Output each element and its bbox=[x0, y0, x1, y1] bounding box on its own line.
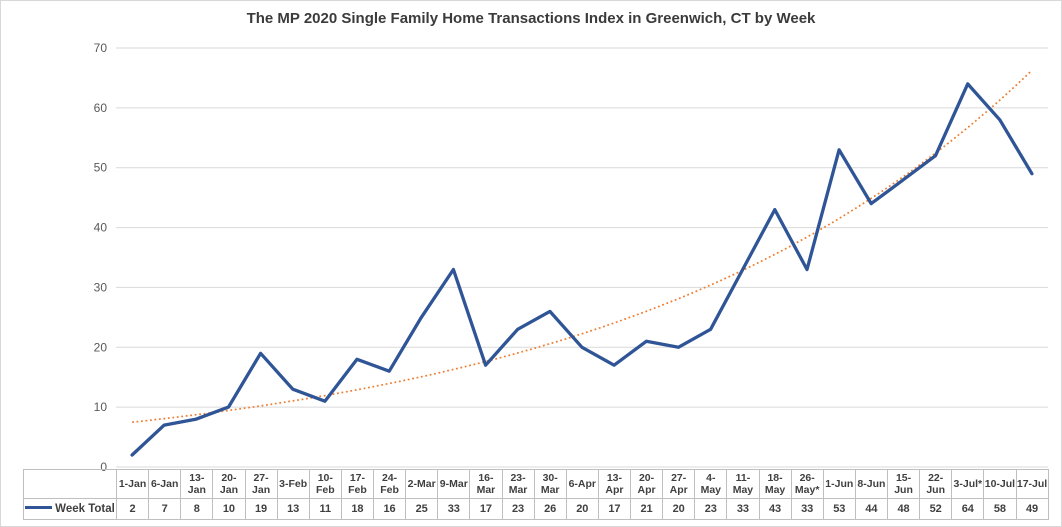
week-header-cell: 3-Feb bbox=[276, 469, 310, 499]
week-total-value-cell: 13 bbox=[276, 498, 310, 520]
week-total-value-cell: 7 bbox=[148, 498, 182, 520]
y-axis-tick-label: 10 bbox=[94, 400, 108, 414]
week-header-cell: 2-Mar bbox=[405, 469, 439, 499]
table-value-row: Week Total 2 7 8 10 19 13 11 18 16 25 33 17 23 26 20 17 2… bbox=[23, 498, 1049, 520]
week-header-cell: 10-Jul bbox=[983, 469, 1017, 499]
week-header-cell: 15- Jun bbox=[886, 469, 921, 499]
week-header-cell: 17-Jul bbox=[1015, 469, 1049, 499]
y-axis-tick-label: 60 bbox=[94, 101, 108, 115]
week-header-cell: 8-Jun bbox=[854, 469, 889, 499]
week-total-value-cell: 2 bbox=[115, 498, 150, 520]
week-header-cell: 27- Jan bbox=[244, 469, 278, 499]
week-total-value-cell: 33 bbox=[790, 498, 824, 520]
data-table: 1-Jan 6-Jan 13- Jan 20- Jan 27- Jan 3-Feb 10- … bbox=[23, 469, 1049, 520]
week-total-value-cell: 58 bbox=[983, 498, 1017, 520]
y-axis-tick-label: 50 bbox=[94, 161, 108, 175]
week-total-value-cell: 26 bbox=[533, 498, 567, 520]
week-header-cell: 9-Mar bbox=[437, 469, 471, 499]
week-total-value-cell: 19 bbox=[244, 498, 278, 520]
week-header-cell: 13- Apr bbox=[597, 469, 632, 499]
week-header-cell: 6-Jan bbox=[148, 469, 182, 499]
week-header-cell: 17- Feb bbox=[340, 469, 375, 499]
week-header-cell: 6-Apr bbox=[565, 469, 599, 499]
legend-line-marker-icon bbox=[25, 506, 53, 510]
week-header-cell: 24- Feb bbox=[372, 469, 407, 499]
week-total-value-cell: 64 bbox=[951, 498, 985, 520]
y-axis-tick-label: 40 bbox=[94, 221, 108, 235]
week-total-value-cell: 18 bbox=[340, 498, 375, 520]
week-header-cell: 18- May bbox=[758, 469, 792, 499]
week-total-value-cell: 48 bbox=[886, 498, 921, 520]
y-axis-tick-label: 20 bbox=[94, 340, 108, 354]
week-total-value-cell: 16 bbox=[372, 498, 407, 520]
week-total-value-cell: 17 bbox=[597, 498, 632, 520]
y-axis-tick-label: 70 bbox=[94, 41, 108, 55]
week-header-cell: 27- Apr bbox=[662, 469, 696, 499]
week-header-cell: 26- May* bbox=[790, 469, 824, 499]
week-header-cell: 16- Mar bbox=[469, 469, 503, 499]
week-total-value-cell: 33 bbox=[726, 498, 760, 520]
week-total-value-cell: 11 bbox=[308, 498, 342, 520]
week-header-cell: 23- Mar bbox=[501, 469, 535, 499]
legend-key: Week Total bbox=[23, 498, 117, 520]
week-total-value-cell: 20 bbox=[565, 498, 599, 520]
week-header-cell: 10- Feb bbox=[308, 469, 342, 499]
week-header-cell: 22- Jun bbox=[919, 469, 953, 499]
week-total-value-cell: 52 bbox=[919, 498, 953, 520]
week-total-value-cell: 10 bbox=[212, 498, 246, 520]
week-header-cell: 3-Jul* bbox=[951, 469, 985, 499]
y-axis-tick-label: 0 bbox=[100, 460, 107, 474]
trendline-dotted bbox=[132, 69, 1033, 424]
legend-label: Week Total bbox=[55, 502, 115, 515]
y-axis-tick-label: 30 bbox=[94, 280, 108, 294]
week-total-value-cell: 25 bbox=[405, 498, 439, 520]
week-total-value-cell: 49 bbox=[1015, 498, 1049, 520]
week-header-cell: 1-Jan bbox=[115, 469, 150, 499]
table-corner-blank bbox=[23, 469, 117, 499]
week-total-value-cell: 20 bbox=[662, 498, 696, 520]
week-header-cell: 30- Mar bbox=[533, 469, 567, 499]
week-total-value-cell: 17 bbox=[469, 498, 503, 520]
week-total-value-cell: 8 bbox=[180, 498, 214, 520]
week-header-cell: 20- Jan bbox=[212, 469, 246, 499]
week-total-value-cell: 23 bbox=[501, 498, 535, 520]
week-total-series-line bbox=[130, 82, 1034, 457]
week-header-cell: 11- May bbox=[726, 469, 760, 499]
week-header-cell: 13- Jan bbox=[180, 469, 214, 499]
week-header-cell: 4- May bbox=[694, 469, 728, 499]
week-total-value-cell: 33 bbox=[437, 498, 471, 520]
week-total-value-cell: 44 bbox=[854, 498, 889, 520]
week-header-cell: 1-Jun bbox=[822, 469, 856, 499]
table-header-row: 1-Jan 6-Jan 13- Jan 20- Jan 27- Jan 3-Feb 10- … bbox=[23, 469, 1049, 499]
week-total-value-cell: 23 bbox=[694, 498, 728, 520]
week-total-value-cell: 43 bbox=[758, 498, 792, 520]
week-header-cell: 20- Apr bbox=[629, 469, 664, 499]
week-total-value-cell: 53 bbox=[822, 498, 856, 520]
chart-title: The MP 2020 Single Family Home Transacti… bbox=[246, 10, 816, 27]
week-total-value-cell: 21 bbox=[629, 498, 664, 520]
